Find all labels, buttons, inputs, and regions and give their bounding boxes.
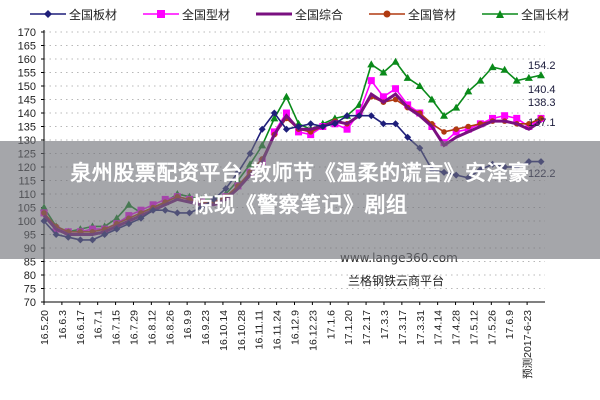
legend-item-section[interactable]: 全国型材 bbox=[143, 5, 230, 23]
circle-marker-icon bbox=[369, 10, 406, 18]
svg-text:16.5.20: 16.5.20 bbox=[39, 310, 51, 345]
svg-text:17.1.6: 17.1.6 bbox=[325, 310, 337, 339]
svg-text:17.3.17: 17.3.17 bbox=[397, 310, 409, 345]
svg-text:17.1.20: 17.1.20 bbox=[343, 310, 355, 345]
overlay-banner bbox=[0, 141, 600, 259]
svg-text:135: 135 bbox=[18, 122, 36, 134]
svg-text:16.9.23: 16.9.23 bbox=[200, 310, 212, 345]
headline-line-1: 泉州股票配资平台 教师节《温柔的谎言》安泽豪 bbox=[70, 161, 530, 185]
svg-text:138.3: 138.3 bbox=[528, 97, 556, 109]
svg-text:165: 165 bbox=[18, 41, 36, 53]
svg-text:17.5.26: 17.5.26 bbox=[486, 310, 498, 345]
svg-text:137.1: 137.1 bbox=[528, 117, 556, 129]
svg-text:170: 170 bbox=[18, 27, 36, 39]
svg-text:160: 160 bbox=[18, 54, 36, 66]
svg-text:16.12.9: 16.12.9 bbox=[290, 310, 302, 345]
overlay-headline[interactable]: 泉州股票配资平台 教师节《温柔的谎言》安泽豪 惊现《警察笔记》剧组 bbox=[0, 157, 600, 221]
svg-text:16.6.3: 16.6.3 bbox=[57, 310, 69, 339]
svg-text:17.5.12: 17.5.12 bbox=[468, 310, 480, 345]
chart-legend: 全国板材 全国型材 全国综合 全国管材 全国长材 bbox=[30, 5, 595, 23]
svg-text:140.4: 140.4 bbox=[528, 84, 556, 96]
svg-text:16.8.26: 16.8.26 bbox=[164, 310, 176, 345]
legend-label: 全国长材 bbox=[521, 7, 570, 22]
svg-text:16.11.11: 16.11.11 bbox=[254, 310, 266, 349]
diamond-marker-icon bbox=[30, 10, 66, 18]
svg-text:16.6.17: 16.6.17 bbox=[75, 310, 87, 345]
svg-text:16.10.28: 16.10.28 bbox=[236, 310, 248, 351]
svg-text:140: 140 bbox=[18, 108, 36, 120]
svg-text:85: 85 bbox=[24, 257, 36, 269]
legend-label: 全国板材 bbox=[69, 7, 118, 22]
svg-text:155: 155 bbox=[18, 68, 36, 80]
svg-text:16.8.12: 16.8.12 bbox=[146, 310, 158, 345]
svg-text:16.11.24: 16.11.24 bbox=[272, 310, 284, 350]
legend-label: 全国管材 bbox=[408, 7, 457, 22]
headline-line-2: 惊现《警察笔记》剧组 bbox=[192, 193, 408, 217]
svg-text:17.6.9: 17.6.9 bbox=[504, 310, 516, 339]
svg-text:17.4.28: 17.4.28 bbox=[451, 310, 463, 345]
svg-text:16.9.9: 16.9.9 bbox=[182, 310, 194, 339]
legend-label: 全国型材 bbox=[182, 7, 231, 22]
x-axis: 16.5.20 16.6.3 16.6.17 16.7.1 16.7.15 16.7.29… bbox=[39, 301, 545, 379]
svg-text:145: 145 bbox=[18, 95, 36, 107]
svg-text:16.7.1: 16.7.1 bbox=[93, 310, 105, 339]
triangle-marker-icon bbox=[482, 10, 519, 18]
svg-text:154.2: 154.2 bbox=[528, 60, 556, 72]
square-marker-icon bbox=[143, 10, 180, 18]
legend-item-pipe[interactable]: 全国管材 bbox=[369, 5, 456, 23]
svg-text:17.3.3: 17.3.3 bbox=[379, 310, 391, 339]
line-marker-icon bbox=[256, 12, 293, 16]
svg-text:17.3.31: 17.3.31 bbox=[415, 310, 427, 345]
svg-text:16.12.23: 16.12.23 bbox=[307, 310, 319, 351]
svg-text:80: 80 bbox=[24, 270, 36, 282]
svg-text:16.7.29: 16.7.29 bbox=[128, 310, 140, 345]
svg-text:17.4.14: 17.4.14 bbox=[433, 310, 445, 345]
svg-text:75: 75 bbox=[24, 284, 36, 296]
watermark-name: 兰格钢铁云商平台 bbox=[348, 274, 445, 288]
legend-label: 全国综合 bbox=[295, 7, 344, 22]
svg-text:16.10.14: 16.10.14 bbox=[218, 310, 230, 351]
svg-text:150: 150 bbox=[18, 81, 36, 93]
legend-item-long[interactable]: 全国长材 bbox=[482, 5, 569, 23]
legend-item-composite[interactable]: 全国综合 bbox=[256, 5, 343, 23]
svg-text:17.2.17: 17.2.17 bbox=[361, 310, 373, 345]
svg-text:70: 70 bbox=[24, 297, 36, 309]
svg-text:16.7.15: 16.7.15 bbox=[111, 310, 123, 345]
svg-text:预测2017-6-23: 预测2017-6-23 bbox=[521, 310, 534, 379]
legend-item-plate[interactable]: 全国板材 bbox=[30, 5, 117, 23]
